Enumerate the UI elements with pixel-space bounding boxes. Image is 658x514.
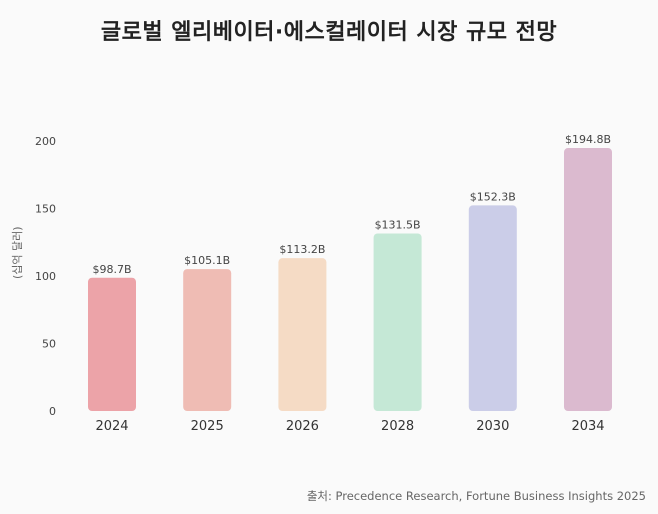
x-tick-label-2034: 2034 xyxy=(571,419,604,434)
data-label-2034: $194.8B xyxy=(565,133,611,146)
x-tick-label-2024: 2024 xyxy=(95,419,128,434)
x-tick-label-2030: 2030 xyxy=(476,419,509,434)
source-note: 출처: Precedence Research, Fortune Busines… xyxy=(306,489,646,503)
chart-title: 글로벌 엘리베이터·에스컬레이터 시장 규모 전망 xyxy=(100,20,558,45)
bar-2030 xyxy=(468,205,517,411)
bar-2024 xyxy=(88,277,136,411)
bar-2028 xyxy=(373,233,422,411)
x-tick-label-2025: 2025 xyxy=(191,419,224,434)
data-label-2028: $131.5B xyxy=(375,218,421,231)
y-tick-label: 0 xyxy=(49,405,56,418)
data-label-2026: $113.2B xyxy=(279,243,325,256)
data-label-2030: $152.3B xyxy=(470,190,516,203)
data-label-2024: $98.7B xyxy=(92,263,131,276)
bar-2026 xyxy=(278,258,327,411)
y-tick-label: 50 xyxy=(42,338,56,351)
bar-2034 xyxy=(564,148,612,411)
data-label-2025: $105.1B xyxy=(184,254,230,267)
x-tick-label-2026: 2026 xyxy=(286,419,319,434)
bar-2025 xyxy=(183,269,232,411)
y-tick-label: 200 xyxy=(35,135,56,148)
y-tick-label: 150 xyxy=(35,203,56,216)
x-tick-label-2028: 2028 xyxy=(381,419,414,434)
y-tick-label: 100 xyxy=(35,270,56,283)
